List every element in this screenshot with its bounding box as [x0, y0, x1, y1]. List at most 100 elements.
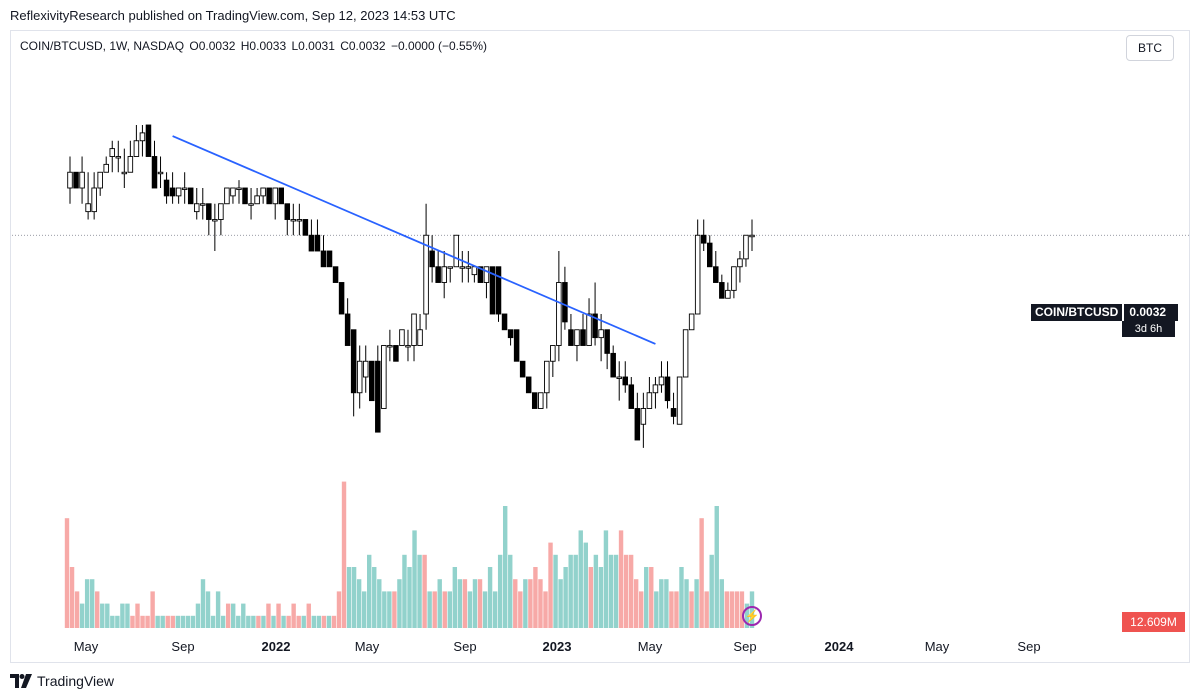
x-axis-label: Sep [453, 639, 476, 654]
candle [634, 408, 641, 441]
candle [652, 384, 659, 394]
candle [381, 345, 387, 409]
publisher-text: ReflexivityResearch published on Trading… [10, 8, 456, 23]
volume-bar [180, 615, 186, 628]
volume-bar [528, 579, 533, 628]
symbol-legend: COIN/BTCUSD, 1W, NASDAQ O0.0032 H0.0033 … [20, 39, 489, 53]
candle [604, 329, 610, 354]
volume-bar [734, 591, 740, 628]
volume-bar [145, 615, 150, 628]
volume-bar [714, 506, 719, 628]
candle [145, 124, 152, 157]
volume-bar [462, 579, 468, 628]
volume-bar [412, 530, 417, 628]
volume-bar [563, 567, 568, 628]
volume-bar [508, 554, 513, 628]
legend-open: O0.0032 [189, 39, 236, 53]
volume-bar [659, 579, 664, 628]
volume-bar [100, 603, 105, 628]
candle [531, 392, 538, 409]
volume-bar [140, 615, 145, 628]
volume-bar [150, 591, 155, 628]
volume-bar [160, 615, 165, 628]
candle [707, 242, 713, 268]
trendline [172, 135, 656, 345]
candle [483, 266, 490, 283]
candle [725, 289, 731, 299]
volume-bar [533, 567, 538, 628]
volume-bar [724, 591, 730, 628]
candle [350, 329, 357, 394]
candle [489, 266, 496, 315]
volume-bar [497, 554, 503, 628]
candle [393, 345, 399, 362]
currency-button[interactable]: BTC [1126, 35, 1174, 61]
volume-bar [74, 591, 80, 628]
volume-bar [271, 615, 276, 628]
candle [562, 282, 568, 323]
volume-bar [377, 579, 382, 628]
volume-bar [593, 554, 599, 628]
candle [157, 171, 164, 175]
volume-bar [719, 579, 724, 628]
footer-brand[interactable]: TradingView [37, 673, 115, 689]
volume-bar [472, 579, 478, 628]
lightning-icon[interactable]: ⚡ [742, 606, 762, 626]
volume-bar [321, 615, 327, 628]
x-axis-label: Sep [171, 639, 194, 654]
volume-bar [155, 615, 160, 628]
volume-bar [699, 518, 704, 628]
candle [544, 360, 550, 394]
candle [73, 171, 79, 189]
volume-bar [538, 579, 543, 628]
volume-bar [477, 579, 483, 628]
candle [314, 234, 321, 252]
volume-bar [553, 554, 558, 628]
volume-bar [120, 603, 125, 628]
legend-symbol[interactable]: COIN/BTCUSD, 1W, NASDAQ [20, 39, 185, 53]
candle [586, 313, 592, 346]
volume-bar [387, 591, 392, 628]
volume-bar [220, 615, 226, 628]
volume-bar [447, 591, 452, 628]
candle [200, 203, 206, 206]
x-axis-label: May [925, 639, 950, 654]
candle [694, 234, 701, 315]
candle [278, 187, 284, 205]
volume-bar [205, 591, 211, 628]
volume-bar [664, 579, 669, 628]
candle [230, 187, 236, 197]
volume-bar [654, 591, 659, 628]
candle [169, 187, 176, 197]
volume-bar [644, 567, 649, 628]
volume-bar [251, 615, 256, 628]
candle [127, 156, 134, 173]
volume-bar [170, 615, 175, 628]
candle [272, 187, 278, 205]
candle [507, 329, 514, 339]
candle [212, 219, 218, 222]
volume-bar [215, 591, 221, 628]
candle [218, 203, 224, 220]
candle [429, 250, 435, 268]
candle [556, 282, 562, 346]
volume-bar [674, 591, 679, 628]
volume-bar [638, 591, 644, 628]
chart-frame[interactable] [10, 30, 1190, 663]
volume-bar [326, 615, 332, 628]
volume-bar [246, 615, 251, 628]
volume-bar [105, 603, 110, 628]
volume-bar [281, 615, 286, 628]
volume-bar [306, 603, 311, 628]
candle [411, 313, 417, 346]
candle [676, 376, 683, 425]
candle [344, 313, 351, 346]
bar-countdown: 3d 6h [1122, 321, 1175, 337]
candle [151, 156, 158, 189]
volume-bar [608, 554, 614, 628]
volume-bar [432, 591, 437, 628]
candle [682, 329, 689, 378]
x-axis-label: 2023 [543, 639, 572, 654]
volume-bar [185, 615, 191, 628]
